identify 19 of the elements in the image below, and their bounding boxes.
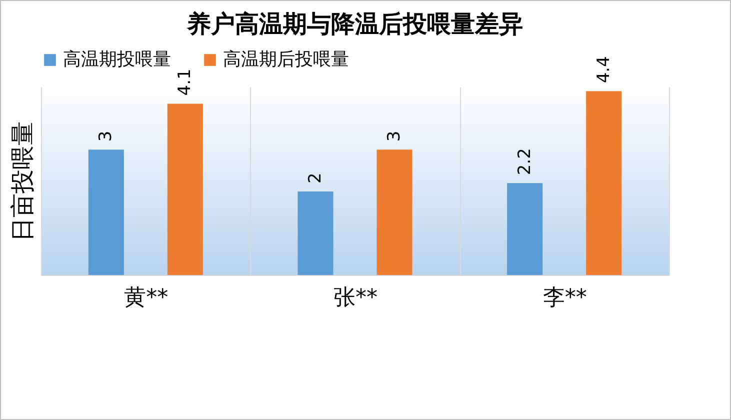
data-label: 3 xyxy=(384,130,404,142)
y-axis-title: 日亩投喂量 xyxy=(8,122,36,242)
bar xyxy=(298,191,334,275)
bar xyxy=(586,91,622,275)
legend-label: 高温期后投喂量 xyxy=(223,49,349,70)
data-label: 4.1 xyxy=(175,68,196,96)
bar xyxy=(507,183,543,275)
bar xyxy=(376,150,412,275)
legend-label: 高温期投喂量 xyxy=(63,49,171,70)
chart-title: 养户高温期与降温后投喂量差异 xyxy=(186,10,523,38)
x-tick-label: 张** xyxy=(334,286,378,310)
data-label: 2 xyxy=(306,172,326,184)
bar xyxy=(167,104,203,275)
data-label: 3 xyxy=(96,130,116,142)
bar xyxy=(88,150,124,275)
data-label: 2.2 xyxy=(514,148,535,176)
x-tick-label: 黄** xyxy=(124,286,168,310)
x-tick-label: 李** xyxy=(542,286,587,310)
data-label: 4.4 xyxy=(594,56,614,84)
